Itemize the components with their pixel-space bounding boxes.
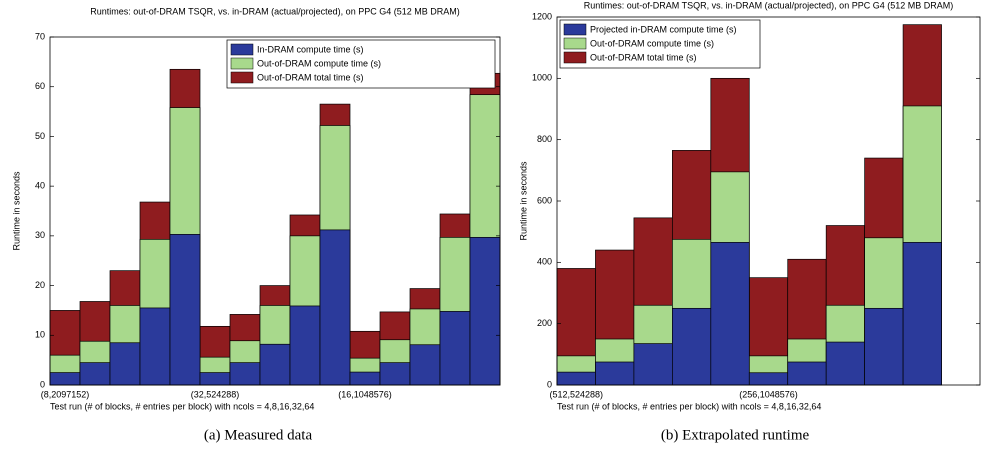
bar (672, 307, 712, 386)
bar (109, 342, 141, 386)
chart-title: Runtimes: out-of-DRAM TSQR, vs. in-DRAM … (90, 6, 459, 16)
y-axis-label: Runtime in seconds (11, 171, 21, 251)
y-axis-label: Runtime in seconds (518, 161, 528, 241)
bar (199, 372, 231, 386)
bar (169, 234, 201, 386)
y-tick-label: 20 (35, 280, 45, 290)
legend-label: Projected in-DRAM compute time (s) (590, 24, 737, 34)
y-tick-label: 800 (537, 134, 552, 144)
legend-swatch (563, 51, 587, 64)
y-tick-label: 60 (35, 81, 45, 91)
legend-swatch (230, 57, 254, 70)
y-tick-label: 40 (35, 181, 45, 191)
bar (319, 229, 351, 386)
chart-title: Runtimes: out-of-DRAM TSQR, vs. in-DRAM … (584, 0, 953, 10)
legend-label: Out-of-DRAM compute time (s) (590, 38, 714, 48)
x-axis-label: Test run (# of blocks, # entries per blo… (557, 401, 821, 411)
bar (469, 236, 501, 386)
legend-box (559, 19, 761, 69)
y-tick-label: 1000 (532, 73, 552, 83)
bar (748, 372, 789, 386)
bar (902, 242, 942, 386)
caption: (b) Extrapolated runtime (661, 427, 810, 443)
legend-swatch (563, 37, 587, 50)
legend-swatch (563, 23, 587, 36)
x-tick-label: (512,524288) (549, 389, 603, 399)
y-tick-label: 50 (35, 131, 45, 141)
y-tick-label: 10 (35, 330, 45, 340)
bar (139, 307, 171, 386)
bar (710, 242, 750, 386)
y-tick-label: 70 (35, 31, 45, 41)
bar (259, 343, 291, 386)
y-tick-label: 0 (40, 379, 45, 389)
legend-label: Out-of-DRAM total time (s) (257, 72, 364, 82)
x-tick-label: (256,1048576) (739, 389, 798, 399)
legend-swatch (230, 43, 254, 56)
bar (439, 311, 471, 386)
bar (409, 344, 441, 386)
x-tick-label: (8,2097152) (41, 389, 90, 399)
y-tick-label: 30 (35, 230, 45, 240)
plot-frame (49, 36, 501, 386)
bar (349, 371, 381, 386)
x-tick-label: (32,524288) (191, 389, 240, 399)
y-tick-label: 400 (537, 257, 552, 267)
bar (379, 362, 411, 386)
bar (49, 372, 81, 386)
bar (864, 307, 904, 386)
x-tick-label: (16,1048576) (338, 389, 392, 399)
bar (289, 305, 321, 386)
y-tick-label: 200 (537, 318, 552, 328)
y-tick-label: 600 (537, 195, 552, 205)
caption: (a) Measured data (204, 427, 313, 443)
bar (595, 361, 635, 386)
bar (229, 362, 261, 386)
legend-box (226, 39, 496, 89)
legend-label: Out-of-DRAM compute time (s) (257, 58, 381, 68)
bar (556, 371, 596, 386)
bar (633, 343, 673, 386)
y-tick-label: 0 (547, 379, 552, 389)
bar (787, 361, 827, 386)
bar (79, 362, 111, 386)
bar (825, 341, 865, 386)
legend-label: In-DRAM compute time (s) (257, 44, 364, 54)
legend-swatch (230, 71, 254, 84)
x-axis-label: Test run (# of blocks, # entries per blo… (50, 401, 314, 411)
y-tick-label: 1200 (532, 11, 552, 21)
legend-label: Out-of-DRAM total time (s) (590, 52, 697, 62)
